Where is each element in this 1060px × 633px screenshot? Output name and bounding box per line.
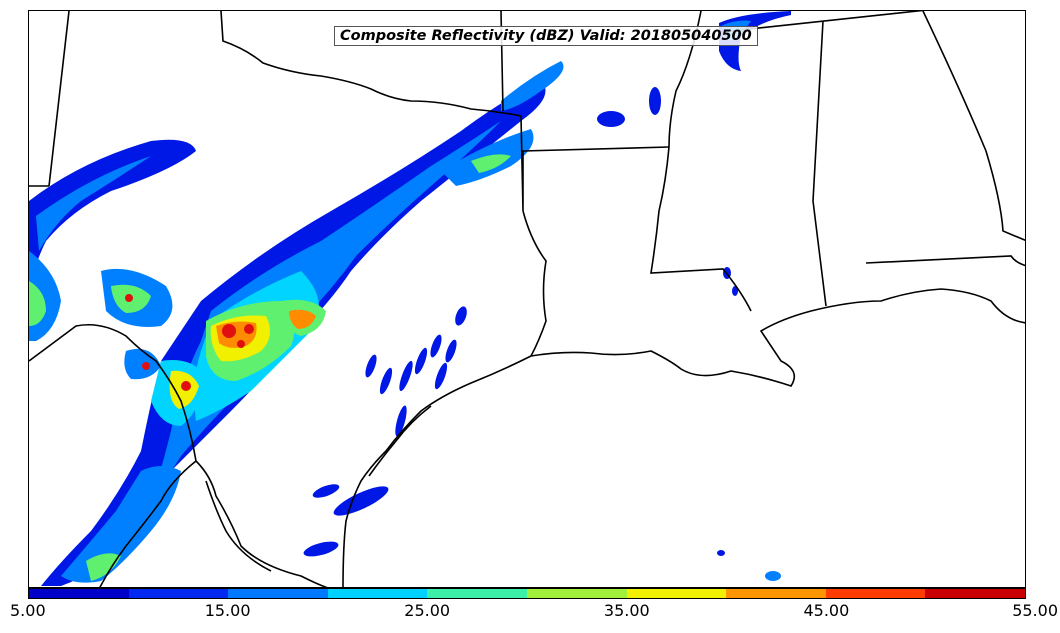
border-mexico-river [99, 460, 197, 587]
colorbar-tick-label: 45.00 [803, 601, 850, 620]
colorbar [28, 588, 1026, 599]
echo-sw-tail-core [86, 553, 121, 581]
colorbar-segment [327, 589, 428, 598]
coast-texas [342, 355, 532, 587]
map-canvas [29, 11, 1025, 587]
colorbar-segment [427, 589, 527, 598]
colorbar-segment [128, 589, 229, 598]
echo-west-cluster-red [125, 294, 133, 302]
colorbar-tick-label: 55.00 [1012, 601, 1058, 620]
coast-texas-barrier [368, 405, 432, 477]
border-tx-la [522, 210, 547, 357]
colorbar-segment [925, 589, 1025, 598]
echo-la-cell-2 [732, 286, 738, 296]
echo-sw-core-red [181, 381, 191, 391]
border-ar-la [520, 115, 670, 212]
radar-map: Composite Reflectivity (dBZ) Valid: 2018… [28, 10, 1026, 588]
echo-ms-cell [649, 87, 661, 115]
echo-ms-cell-2 [597, 111, 625, 127]
echo-core-red-3 [237, 340, 245, 348]
colorbar-tick-label: 15.00 [204, 601, 251, 620]
border-mexico [29, 323, 328, 587]
coast-gulf [530, 288, 1025, 387]
echo-east-cell-core [289, 309, 316, 329]
echo-west-edge-core [29, 281, 46, 326]
border-al-fl [865, 255, 1025, 267]
echo-coastal-streaks [303, 306, 467, 557]
colorbar-segment [228, 589, 328, 598]
echo-gulf-cell [765, 571, 781, 581]
echo-gulf-cell-2 [717, 550, 725, 556]
colorbar-segment [825, 589, 926, 598]
echo-sw-tail [61, 466, 181, 583]
border-nm-tx [48, 11, 70, 187]
echo-ne-streak [501, 61, 564, 111]
echo-west-band-inner [36, 156, 151, 251]
echo-north-band-core [471, 154, 511, 173]
radar-echoes [29, 11, 791, 586]
echo-core-red-2 [244, 324, 254, 334]
border-al-ga [922, 11, 1025, 242]
border-ms-river [650, 146, 752, 312]
border-ms-al-2 [812, 20, 827, 307]
border-mx-state [205, 480, 272, 572]
colorbar-tick-label: 35.00 [603, 601, 650, 620]
echo-border-cell-red [142, 362, 150, 370]
boundaries [29, 11, 1025, 587]
echo-west-band [29, 139, 196, 301]
colorbar-tick-label: 25.00 [404, 601, 451, 620]
echo-core-red-1 [222, 324, 236, 338]
border-ok-red-river [220, 11, 522, 117]
colorbar-tick-label: 5.00 [10, 601, 46, 620]
border-top [730, 11, 925, 32]
colorbar-segment [726, 589, 826, 598]
colorbar-segment [526, 589, 627, 598]
colorbar-segment [29, 589, 129, 598]
colorbar-segment [626, 589, 727, 598]
map-title: Composite Reflectivity (dBZ) Valid: 2018… [334, 26, 758, 46]
